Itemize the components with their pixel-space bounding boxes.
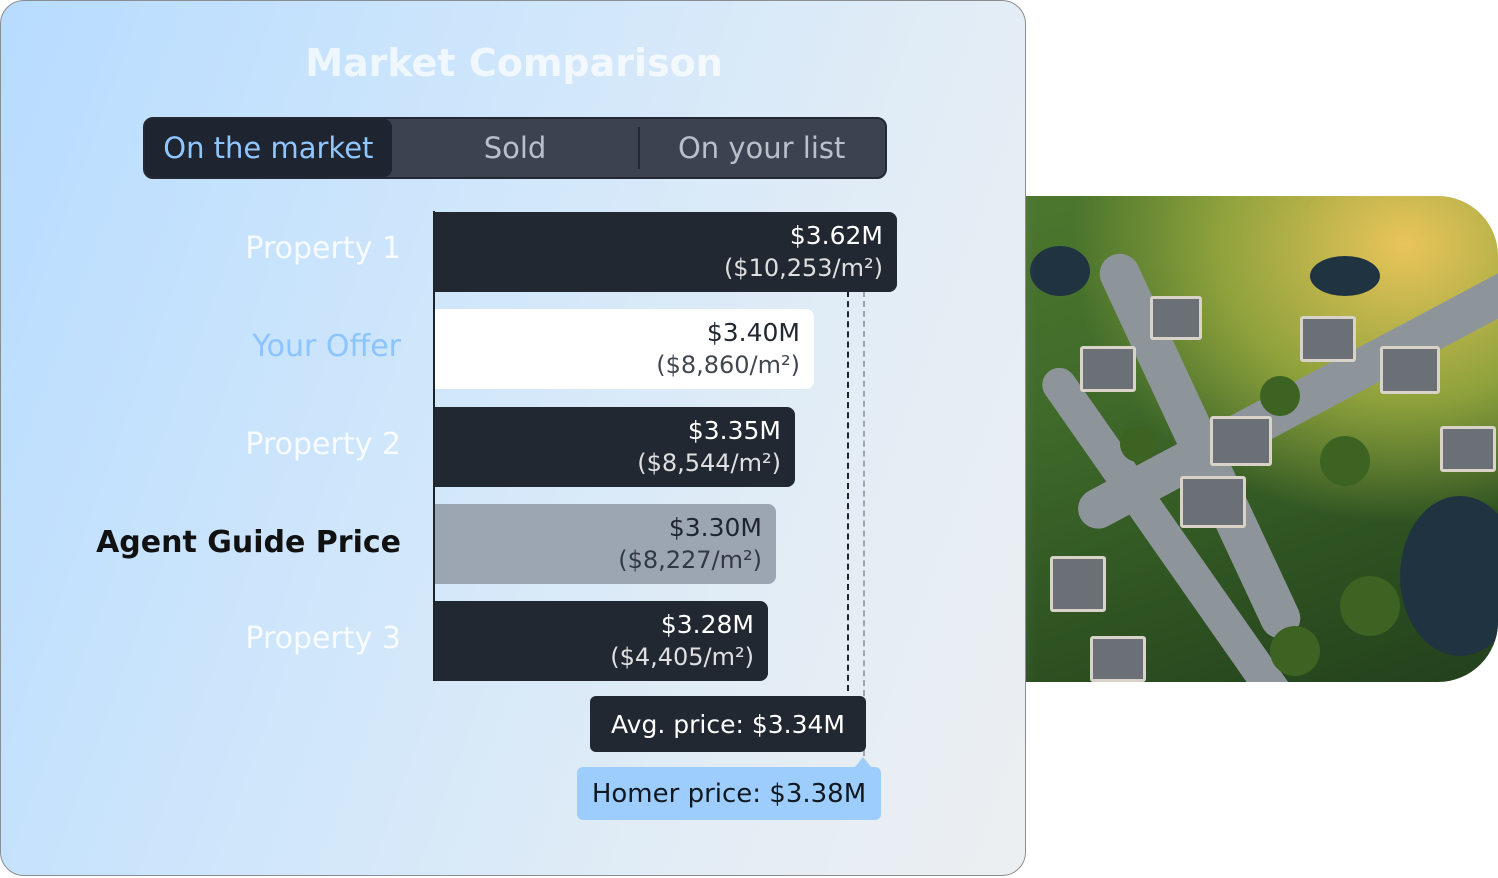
bar-property-2[interactable]: $3.35M ($8,544/m²): [435, 407, 795, 487]
bar-property-1[interactable]: $3.62M ($10,253/m²): [435, 212, 897, 292]
bar-price-per-sqm: ($8,544/m²): [637, 449, 781, 477]
bar-property-3[interactable]: $3.28M ($4,405/m²): [435, 601, 768, 681]
row-label-agent-guide-price: Agent Guide Price: [96, 525, 401, 560]
bar-your-offer[interactable]: $3.40M ($8,860/m²): [435, 309, 814, 389]
bar-price: $3.35M: [687, 416, 781, 445]
tab-sold[interactable]: Sold: [483, 131, 547, 165]
homer-price-tooltip: Homer price: $3.38M: [577, 757, 881, 820]
card-title: Market Comparison: [305, 41, 723, 85]
chart-axis: [433, 211, 435, 681]
bar-price: $3.28M: [660, 610, 754, 639]
bar-price-per-sqm: ($10,253/m²): [723, 254, 883, 282]
row-label-property-2: Property 2: [245, 427, 401, 462]
bar-price: $3.30M: [668, 513, 762, 542]
market-comparison-card: Market Comparison On the market Sold On …: [0, 0, 1026, 876]
tab-on-your-list[interactable]: On your list: [638, 119, 885, 177]
bar-price-per-sqm: ($4,405/m²): [610, 643, 754, 671]
bar-price: $3.62M: [789, 221, 883, 250]
bar-price-per-sqm: ($8,860/m²): [656, 351, 800, 379]
avg-price-tooltip: Avg. price: $3.34M: [590, 696, 866, 752]
tab-on-the-market[interactable]: On the market: [145, 119, 392, 177]
row-label-property-3: Property 3: [245, 621, 401, 656]
market-filter-tabs: On the market Sold On your list: [143, 117, 887, 179]
bar-agent-guide-price[interactable]: $3.30M ($8,227/m²): [435, 504, 776, 584]
row-label-your-offer: Your Offer: [252, 329, 401, 364]
bar-price: $3.40M: [706, 318, 800, 347]
homer-price-marker-line: [863, 291, 865, 766]
bar-price-per-sqm: ($8,227/m²): [618, 546, 762, 574]
avg-price-marker-line: [847, 291, 849, 691]
row-label-property-1: Property 1: [245, 231, 401, 266]
